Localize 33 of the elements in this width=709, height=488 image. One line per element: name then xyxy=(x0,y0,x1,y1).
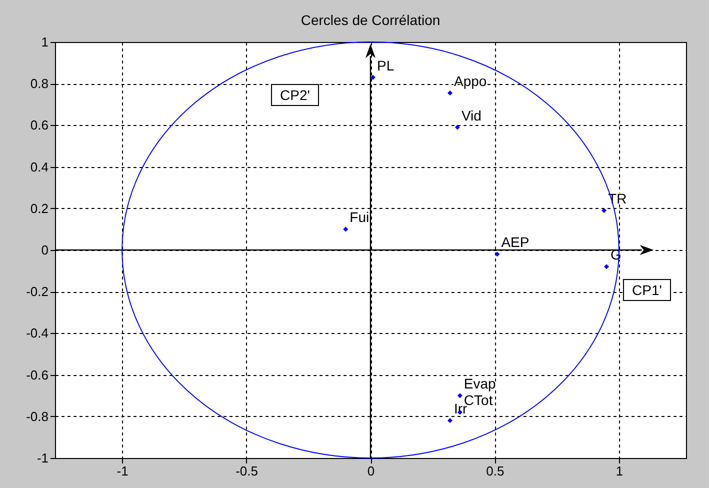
x-tick-label: -0.5 xyxy=(236,464,258,478)
point xyxy=(494,252,500,257)
y-tick-label: 0.2 xyxy=(30,200,48,216)
point xyxy=(343,226,348,232)
y-tick-label: 0.6 xyxy=(30,118,48,133)
y-tick-label: -0.6 xyxy=(26,367,48,382)
point xyxy=(447,418,452,424)
chart-title: Cercles de Corrélation xyxy=(300,12,440,28)
annotation: Evap xyxy=(464,376,496,392)
y-tick-label: -1 xyxy=(36,450,48,466)
annotation: AEP xyxy=(501,234,530,250)
point xyxy=(602,208,607,213)
annotation: PL xyxy=(376,57,394,74)
x-tick-label: -1 xyxy=(116,464,128,478)
annotation: Appo xyxy=(454,72,487,89)
y-tick-label: 0 xyxy=(41,242,48,258)
y-tick-label: -0.8 xyxy=(26,408,48,424)
annotation: CP1' xyxy=(623,279,671,301)
x-tick-label: 1 xyxy=(616,464,624,478)
point xyxy=(454,124,460,130)
y-tick-label: -0.2 xyxy=(26,284,48,300)
y-tick-label: 0.8 xyxy=(30,76,48,92)
point xyxy=(457,393,462,398)
annotation: CP2' xyxy=(271,84,319,106)
y-tick-label: 0.4 xyxy=(30,159,48,174)
point xyxy=(447,90,452,96)
x-tick-label: 0 xyxy=(367,464,375,478)
annotation: Fui xyxy=(350,209,370,226)
y-tick-label: 1 xyxy=(41,34,48,50)
point xyxy=(604,264,610,270)
annotation: Vid xyxy=(461,107,482,124)
y-tick-label: -0.4 xyxy=(26,326,48,341)
x-tick-label: 0.5 xyxy=(486,464,504,478)
